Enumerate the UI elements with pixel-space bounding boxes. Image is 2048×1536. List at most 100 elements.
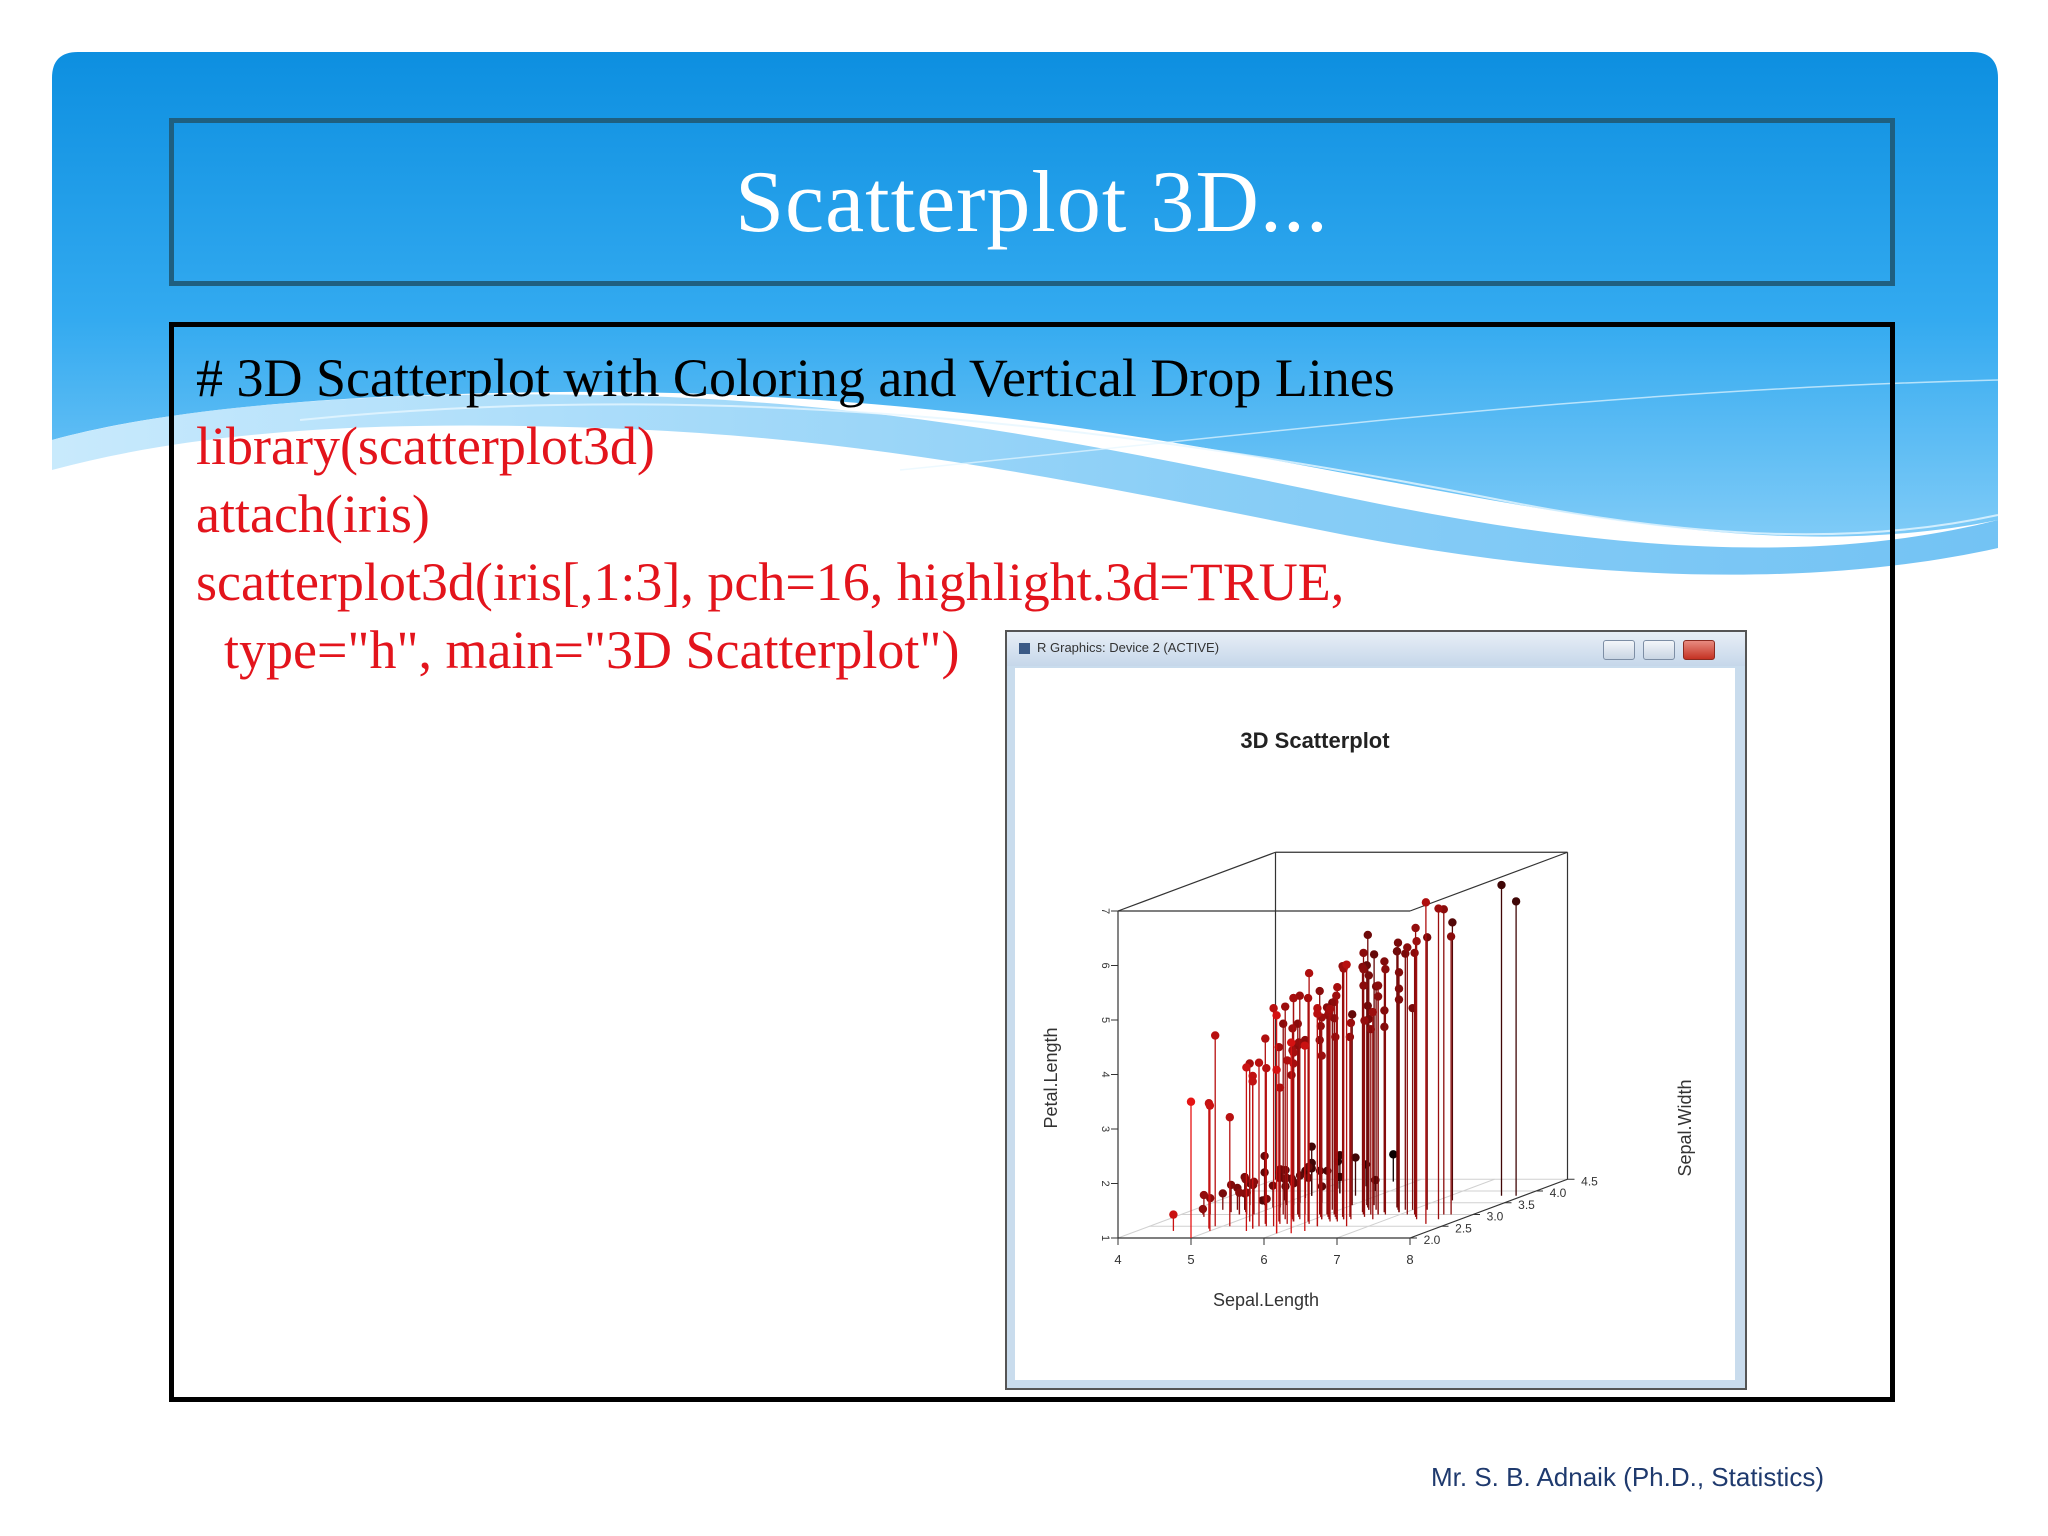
data-point bbox=[1359, 965, 1368, 974]
data-point bbox=[1394, 968, 1404, 977]
data-point bbox=[1331, 1032, 1340, 1042]
data-point bbox=[1346, 1018, 1356, 1028]
z-tick-label: 2 bbox=[1099, 1180, 1111, 1186]
data-point bbox=[1359, 948, 1368, 958]
data-point bbox=[1313, 1004, 1322, 1013]
data-point bbox=[1275, 1083, 1285, 1092]
y-axis-label: Sepal.Width bbox=[1675, 1079, 1695, 1176]
data-point bbox=[1363, 930, 1372, 940]
data-point bbox=[1218, 1189, 1227, 1198]
data-point bbox=[1316, 1021, 1325, 1031]
chart-title: 3D Scatterplot bbox=[1240, 728, 1390, 753]
y-tick-label: 4.0 bbox=[1550, 1186, 1567, 1200]
slide-title: Scatterplot 3D... bbox=[735, 153, 1329, 251]
data-point bbox=[1186, 1097, 1196, 1106]
data-point bbox=[1511, 897, 1521, 906]
r-window-title: R Graphics: Device 2 (ACTIVE) bbox=[1037, 640, 1220, 655]
title-box: Scatterplot 3D... bbox=[169, 118, 1895, 286]
z-tick-label: 4 bbox=[1099, 1071, 1111, 1077]
data-point bbox=[1169, 1210, 1178, 1219]
data-point bbox=[1249, 1177, 1259, 1186]
data-point bbox=[1342, 960, 1351, 969]
data-point bbox=[1423, 933, 1432, 942]
x-tick-label: 5 bbox=[1187, 1252, 1194, 1267]
z-tick-label: 3 bbox=[1099, 1126, 1111, 1132]
data-point bbox=[1225, 1113, 1234, 1122]
x-tick-label: 8 bbox=[1406, 1252, 1413, 1267]
code-box: # 3D Scatterplot with Coloring and Verti… bbox=[169, 322, 1895, 1402]
data-point bbox=[1282, 1173, 1291, 1183]
x-axis-label: Sepal.Length bbox=[1213, 1290, 1319, 1310]
close-icon[interactable] bbox=[1683, 640, 1715, 660]
z-tick-label: 5 bbox=[1099, 1017, 1111, 1023]
data-point bbox=[1287, 1038, 1296, 1047]
data-point bbox=[1410, 948, 1419, 958]
data-point bbox=[1199, 1190, 1209, 1200]
data-point bbox=[1332, 991, 1341, 1000]
code-line-attach: attach(iris) bbox=[196, 484, 430, 544]
data-point bbox=[1226, 1180, 1236, 1190]
x-tick-label: 7 bbox=[1333, 1252, 1340, 1267]
data-point bbox=[1300, 1041, 1309, 1050]
data-point bbox=[1198, 1204, 1208, 1214]
data-point bbox=[1315, 986, 1324, 996]
data-point bbox=[1403, 943, 1412, 952]
data-point bbox=[1281, 1002, 1290, 1011]
data-point bbox=[1369, 950, 1379, 959]
data-point bbox=[1348, 1010, 1357, 1019]
code-line-args: type="h", main="3D Scatterplot") bbox=[224, 620, 960, 680]
data-point bbox=[1248, 1077, 1257, 1086]
maximize-icon[interactable] bbox=[1643, 640, 1675, 660]
data-point bbox=[1434, 904, 1443, 913]
scatterplot-3d: 3D Scatterplot 4 5 6 7 8 1 2 3 4 5 6 7 2.0 2.5 3.0 3.5 4.… bbox=[1041, 728, 1695, 1310]
data-point bbox=[1262, 1064, 1271, 1073]
code-line-scatterplot3d: scatterplot3d(iris[,1:3], pch=16, highli… bbox=[196, 552, 1345, 612]
data-point bbox=[1325, 1004, 1335, 1014]
data-point bbox=[1333, 983, 1342, 992]
data-point bbox=[1295, 991, 1304, 1000]
data-point bbox=[1364, 971, 1373, 980]
z-tick-label: 7 bbox=[1099, 908, 1111, 914]
z-tick-label: 6 bbox=[1099, 962, 1111, 968]
data-point bbox=[1368, 1007, 1377, 1017]
data-point bbox=[1345, 1032, 1355, 1042]
data-point bbox=[1241, 1175, 1250, 1184]
data-point bbox=[1359, 981, 1368, 990]
data-point bbox=[1421, 898, 1431, 907]
data-point bbox=[1394, 984, 1404, 993]
r-window-icon bbox=[1019, 643, 1030, 654]
data-point bbox=[1412, 937, 1421, 946]
data-point bbox=[1366, 1025, 1375, 1034]
data-point bbox=[1373, 981, 1383, 990]
data-point bbox=[1289, 993, 1298, 1003]
z-axis-label: Petal.Length bbox=[1041, 1027, 1061, 1128]
data-point bbox=[1380, 957, 1389, 966]
axis-box-edge bbox=[1117, 851, 1276, 912]
data-point bbox=[1283, 1056, 1292, 1065]
data-point bbox=[1260, 1151, 1269, 1161]
data-point bbox=[1411, 923, 1420, 933]
data-point bbox=[1261, 1034, 1270, 1043]
axis-box-edge bbox=[1409, 1178, 1568, 1239]
data-point bbox=[1446, 932, 1456, 941]
data-point bbox=[1304, 969, 1314, 978]
r-graphics-window: R Graphics: Device 2 (ACTIVE) 3D Scatter… bbox=[1005, 630, 1747, 1390]
y-tick-label: 3.5 bbox=[1518, 1198, 1535, 1212]
data-point bbox=[1497, 880, 1506, 890]
y-tick-label: 2.5 bbox=[1455, 1221, 1472, 1235]
r-window-titlebar[interactable]: R Graphics: Device 2 (ACTIVE) bbox=[1007, 632, 1745, 666]
y-tick-label: 4.5 bbox=[1581, 1174, 1598, 1188]
x-tick-label: 4 bbox=[1114, 1252, 1121, 1267]
z-tick-label: 1 bbox=[1099, 1235, 1111, 1241]
data-point bbox=[1254, 1058, 1264, 1067]
data-point bbox=[1392, 947, 1402, 956]
minimize-icon[interactable] bbox=[1603, 640, 1635, 660]
data-point bbox=[1303, 993, 1313, 1003]
data-point bbox=[1351, 1153, 1360, 1162]
data-point bbox=[1288, 1024, 1297, 1033]
plot-area: 3D Scatterplot 4 5 6 7 8 1 2 3 4 5 6 7 2.0 2.5 3.0 3.5 4.… bbox=[1015, 668, 1735, 1380]
y-tick-label: 2.0 bbox=[1424, 1233, 1441, 1247]
data-point bbox=[1205, 1101, 1215, 1110]
data-point bbox=[1242, 1063, 1251, 1072]
data-point bbox=[1360, 1016, 1369, 1025]
